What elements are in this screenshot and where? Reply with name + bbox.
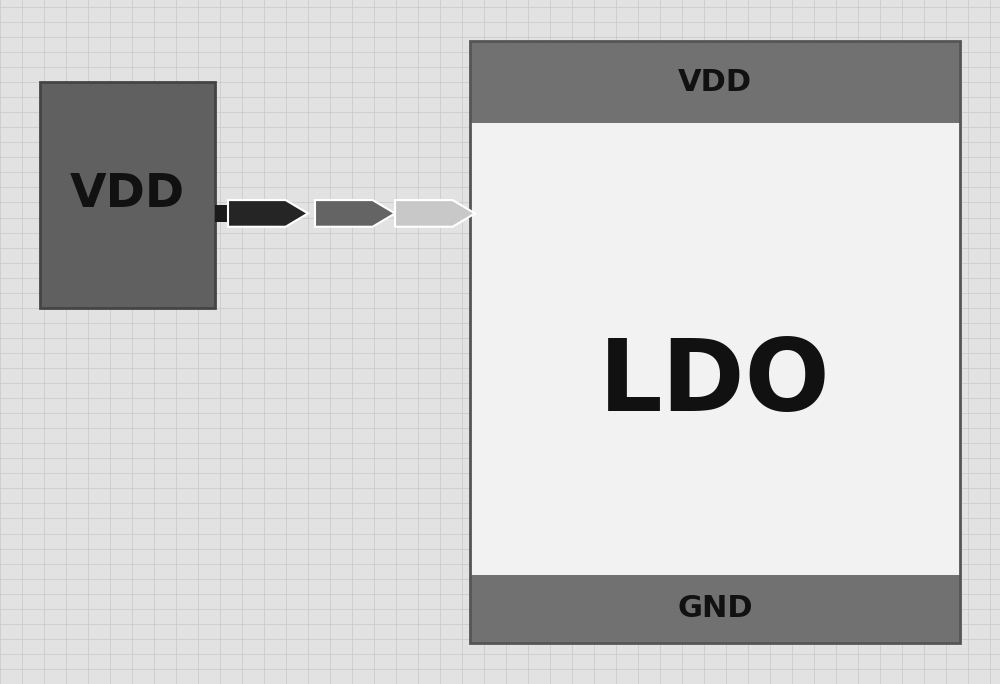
Text: VDD: VDD (70, 172, 185, 218)
Polygon shape (315, 200, 395, 227)
Polygon shape (228, 200, 308, 227)
Bar (470, 575, 960, 643)
Polygon shape (395, 200, 475, 227)
Bar (215, 205, 230, 222)
Bar (470, 41, 960, 643)
Bar (470, 41, 960, 123)
Bar (40, 82, 215, 308)
Text: VDD: VDD (678, 68, 752, 96)
Text: GND: GND (677, 594, 753, 623)
Bar (470, 41, 960, 643)
Text: LDO: LDO (599, 334, 831, 432)
